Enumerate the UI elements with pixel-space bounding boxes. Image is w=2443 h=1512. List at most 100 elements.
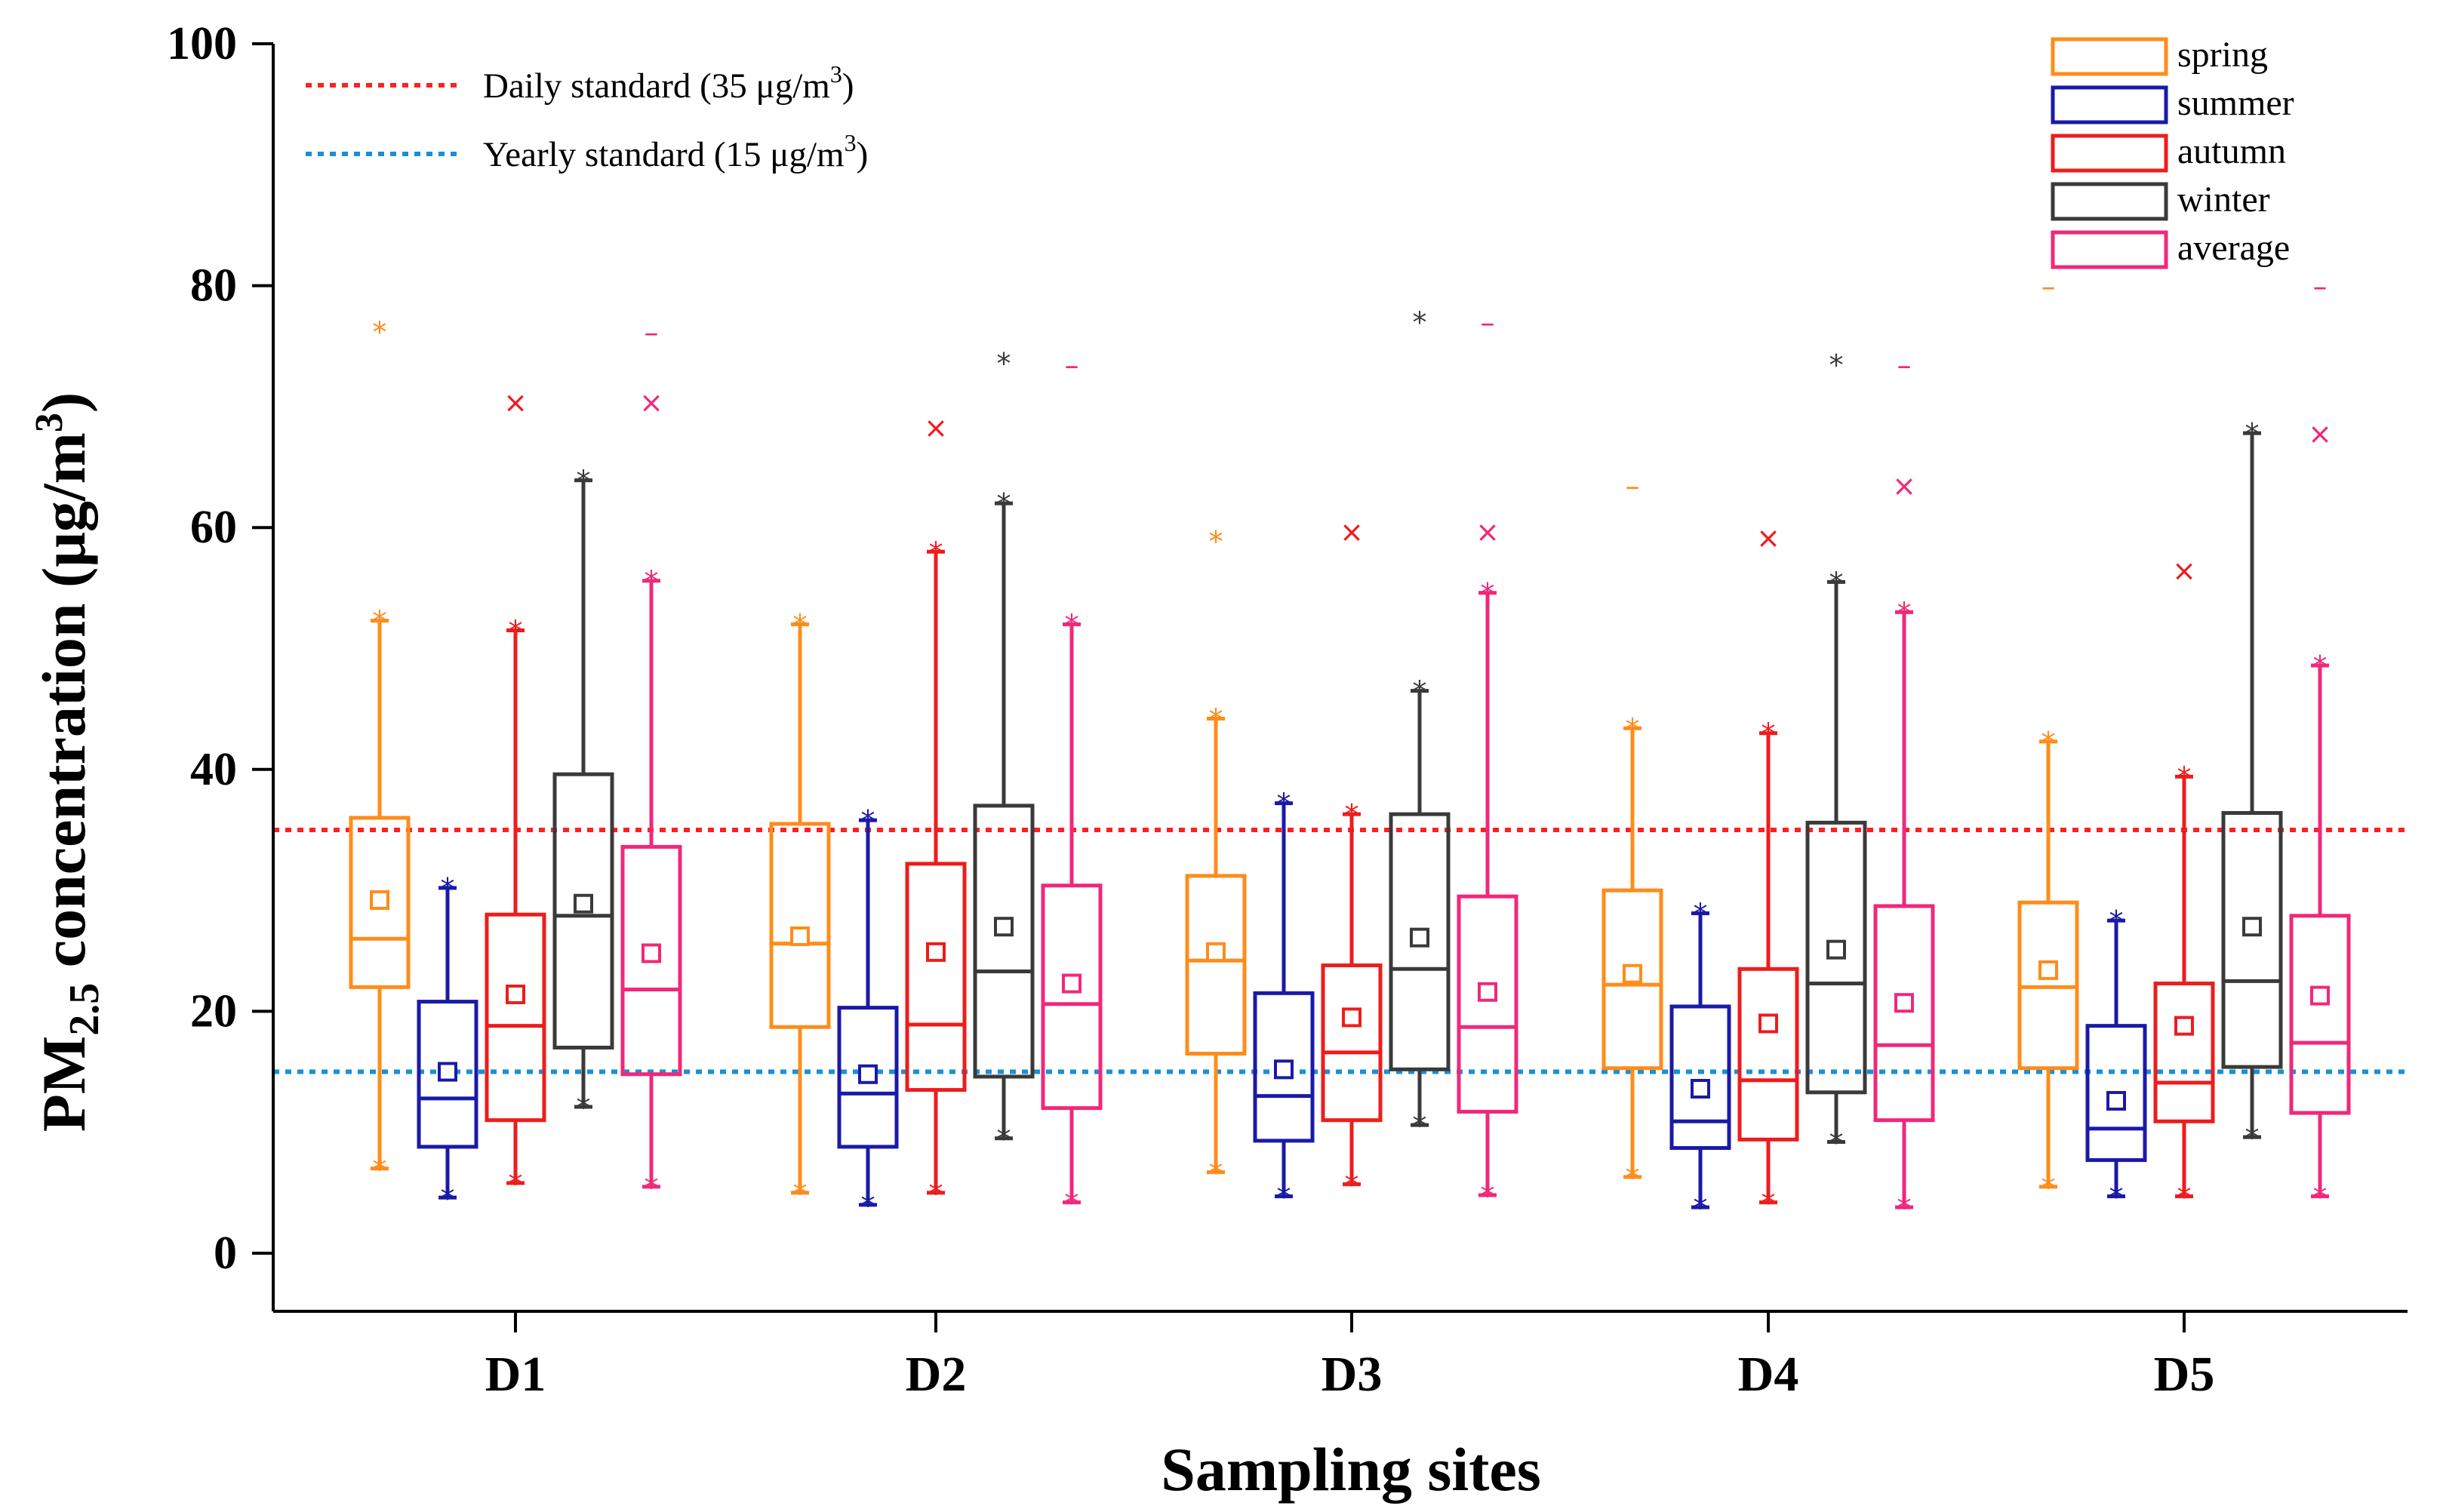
box-summer-d1: ** xyxy=(417,872,478,1215)
reference-legend-sup: 3 xyxy=(830,60,842,88)
legend: spring summer autumn winter average xyxy=(2051,35,2294,269)
reference-legend-end: ) xyxy=(857,135,869,174)
reference-legend-label-15: Yearly standard (15 μg/m3) xyxy=(483,129,868,174)
reference-legend-label-35: Daily standard (35 μg/m3) xyxy=(483,60,854,106)
box-average-d2: ** xyxy=(1041,608,1103,1220)
max-marker: * xyxy=(2313,650,2328,683)
iqr-box xyxy=(1321,963,1383,1123)
max-marker: * xyxy=(1761,718,1776,751)
legend-swatch-winter xyxy=(2051,182,2168,221)
mean-marker xyxy=(1826,939,1846,960)
mean-marker xyxy=(2242,917,2262,937)
max-marker: * xyxy=(929,536,943,569)
iqr-box xyxy=(485,912,546,1123)
outlier-average-d1: – xyxy=(645,316,659,349)
max-marker: * xyxy=(793,608,808,641)
legend-swatch-summer xyxy=(2051,85,2168,124)
axes-layer: 0 20 40 60 80 100 D1 D2 D3 D4 D5 xyxy=(167,18,2408,1402)
max-marker: * xyxy=(2177,761,2192,794)
iqr-box xyxy=(1041,884,1103,1111)
outlier-winter-d3: * xyxy=(1413,306,1427,340)
min-marker: * xyxy=(373,1153,387,1186)
mean-marker xyxy=(1691,1078,1710,1099)
mean-marker xyxy=(994,917,1014,937)
max-marker: * xyxy=(861,804,875,837)
box-winter-d5: ** xyxy=(2221,417,2283,1154)
min-marker: * xyxy=(2313,1181,2328,1214)
max-marker: * xyxy=(509,614,523,647)
max-marker: * xyxy=(1065,608,1079,641)
outlier-spring-d5: – xyxy=(2041,270,2056,303)
box-winter-d4: ** xyxy=(1805,566,1867,1160)
max-marker: * xyxy=(1209,702,1223,736)
min-marker: * xyxy=(2109,1181,2124,1214)
min-marker: * xyxy=(2177,1181,2192,1214)
y-tick-label: 40 xyxy=(190,744,237,795)
min-marker: * xyxy=(1209,1157,1223,1190)
iqr-box xyxy=(1185,874,1247,1056)
outlier-spring-d4: – xyxy=(1626,469,1640,502)
max-marker: * xyxy=(1413,675,1427,708)
min-marker: * xyxy=(1277,1181,1291,1214)
box-summer-d4: ** xyxy=(1669,898,1731,1225)
outlier-average-d3: – xyxy=(1481,306,1495,340)
mean-marker xyxy=(1062,973,1082,994)
min-marker: * xyxy=(1761,1187,1776,1220)
reference-legend-text: Yearly standard (15 μg/m xyxy=(483,135,845,174)
outlier-autumn-d5: × xyxy=(2172,554,2196,587)
mean-marker xyxy=(926,942,946,962)
box-autumn-d1: ** xyxy=(485,614,546,1200)
outlier-average-d5: – xyxy=(2313,270,2328,303)
mean-marker xyxy=(1623,963,1642,984)
legend-label-spring: spring xyxy=(2177,35,2268,75)
iqr-box xyxy=(620,844,682,1077)
outlier-spring-d3: * xyxy=(1209,525,1223,558)
min-marker: * xyxy=(793,1177,808,1210)
min-marker: * xyxy=(1897,1191,1912,1225)
max-marker: * xyxy=(1277,788,1291,821)
iqr-box xyxy=(1873,904,1935,1123)
iqr-box xyxy=(2085,1024,2147,1163)
outlier-average-d1: × xyxy=(639,386,663,419)
legend-label-summer: summer xyxy=(2177,83,2294,123)
x-axis-title: Sampling sites xyxy=(1161,1435,1541,1504)
max-marker: * xyxy=(1897,596,1912,629)
outlier-spring-d1: * xyxy=(373,316,387,349)
y-title-sub: 2.5 xyxy=(61,983,108,1036)
y-title-main: PM xyxy=(29,1036,98,1132)
mean-marker xyxy=(2310,985,2330,1006)
iqr-box xyxy=(1253,991,1315,1143)
box-winter-d2: ** xyxy=(973,487,1035,1156)
reference-legend-text: Daily standard (35 μg/m xyxy=(483,66,830,106)
legend-swatch-spring xyxy=(2051,37,2168,76)
outlier-autumn-d3: × xyxy=(1340,515,1364,549)
mean-marker xyxy=(2174,1016,2194,1036)
box-summer-d5: ** xyxy=(2085,905,2147,1214)
iqr-box xyxy=(1601,888,1663,1071)
outlier-autumn-d4: × xyxy=(1756,521,1780,555)
mean-marker xyxy=(1410,927,1429,948)
mean-marker xyxy=(1206,942,1226,962)
x-tick-label-d5: D5 xyxy=(2154,1347,2215,1402)
min-marker: * xyxy=(441,1182,455,1215)
y-tick-label: 80 xyxy=(190,260,237,312)
iqr-box xyxy=(2153,982,2215,1123)
max-marker: * xyxy=(1694,898,1708,931)
outlier-winter-d2: * xyxy=(997,347,1011,380)
min-marker: * xyxy=(997,1123,1011,1156)
iqr-box xyxy=(769,822,831,1029)
min-marker: * xyxy=(1345,1169,1359,1202)
mean-marker xyxy=(1274,1059,1294,1080)
outlier-average-d3: × xyxy=(1475,515,1500,549)
min-marker: * xyxy=(1829,1126,1844,1160)
box-summer-d2: ** xyxy=(837,804,899,1222)
min-marker: * xyxy=(2245,1121,2260,1154)
box-summer-d3: ** xyxy=(1253,788,1315,1214)
reference-lines-layer xyxy=(273,827,2408,1074)
max-marker: * xyxy=(577,465,591,498)
iqr-box xyxy=(2289,914,2351,1115)
min-marker: * xyxy=(1413,1109,1427,1142)
y-tick-label: 20 xyxy=(190,985,237,1037)
iqr-box xyxy=(973,804,1035,1079)
y-title-sup: 3 xyxy=(28,413,71,432)
